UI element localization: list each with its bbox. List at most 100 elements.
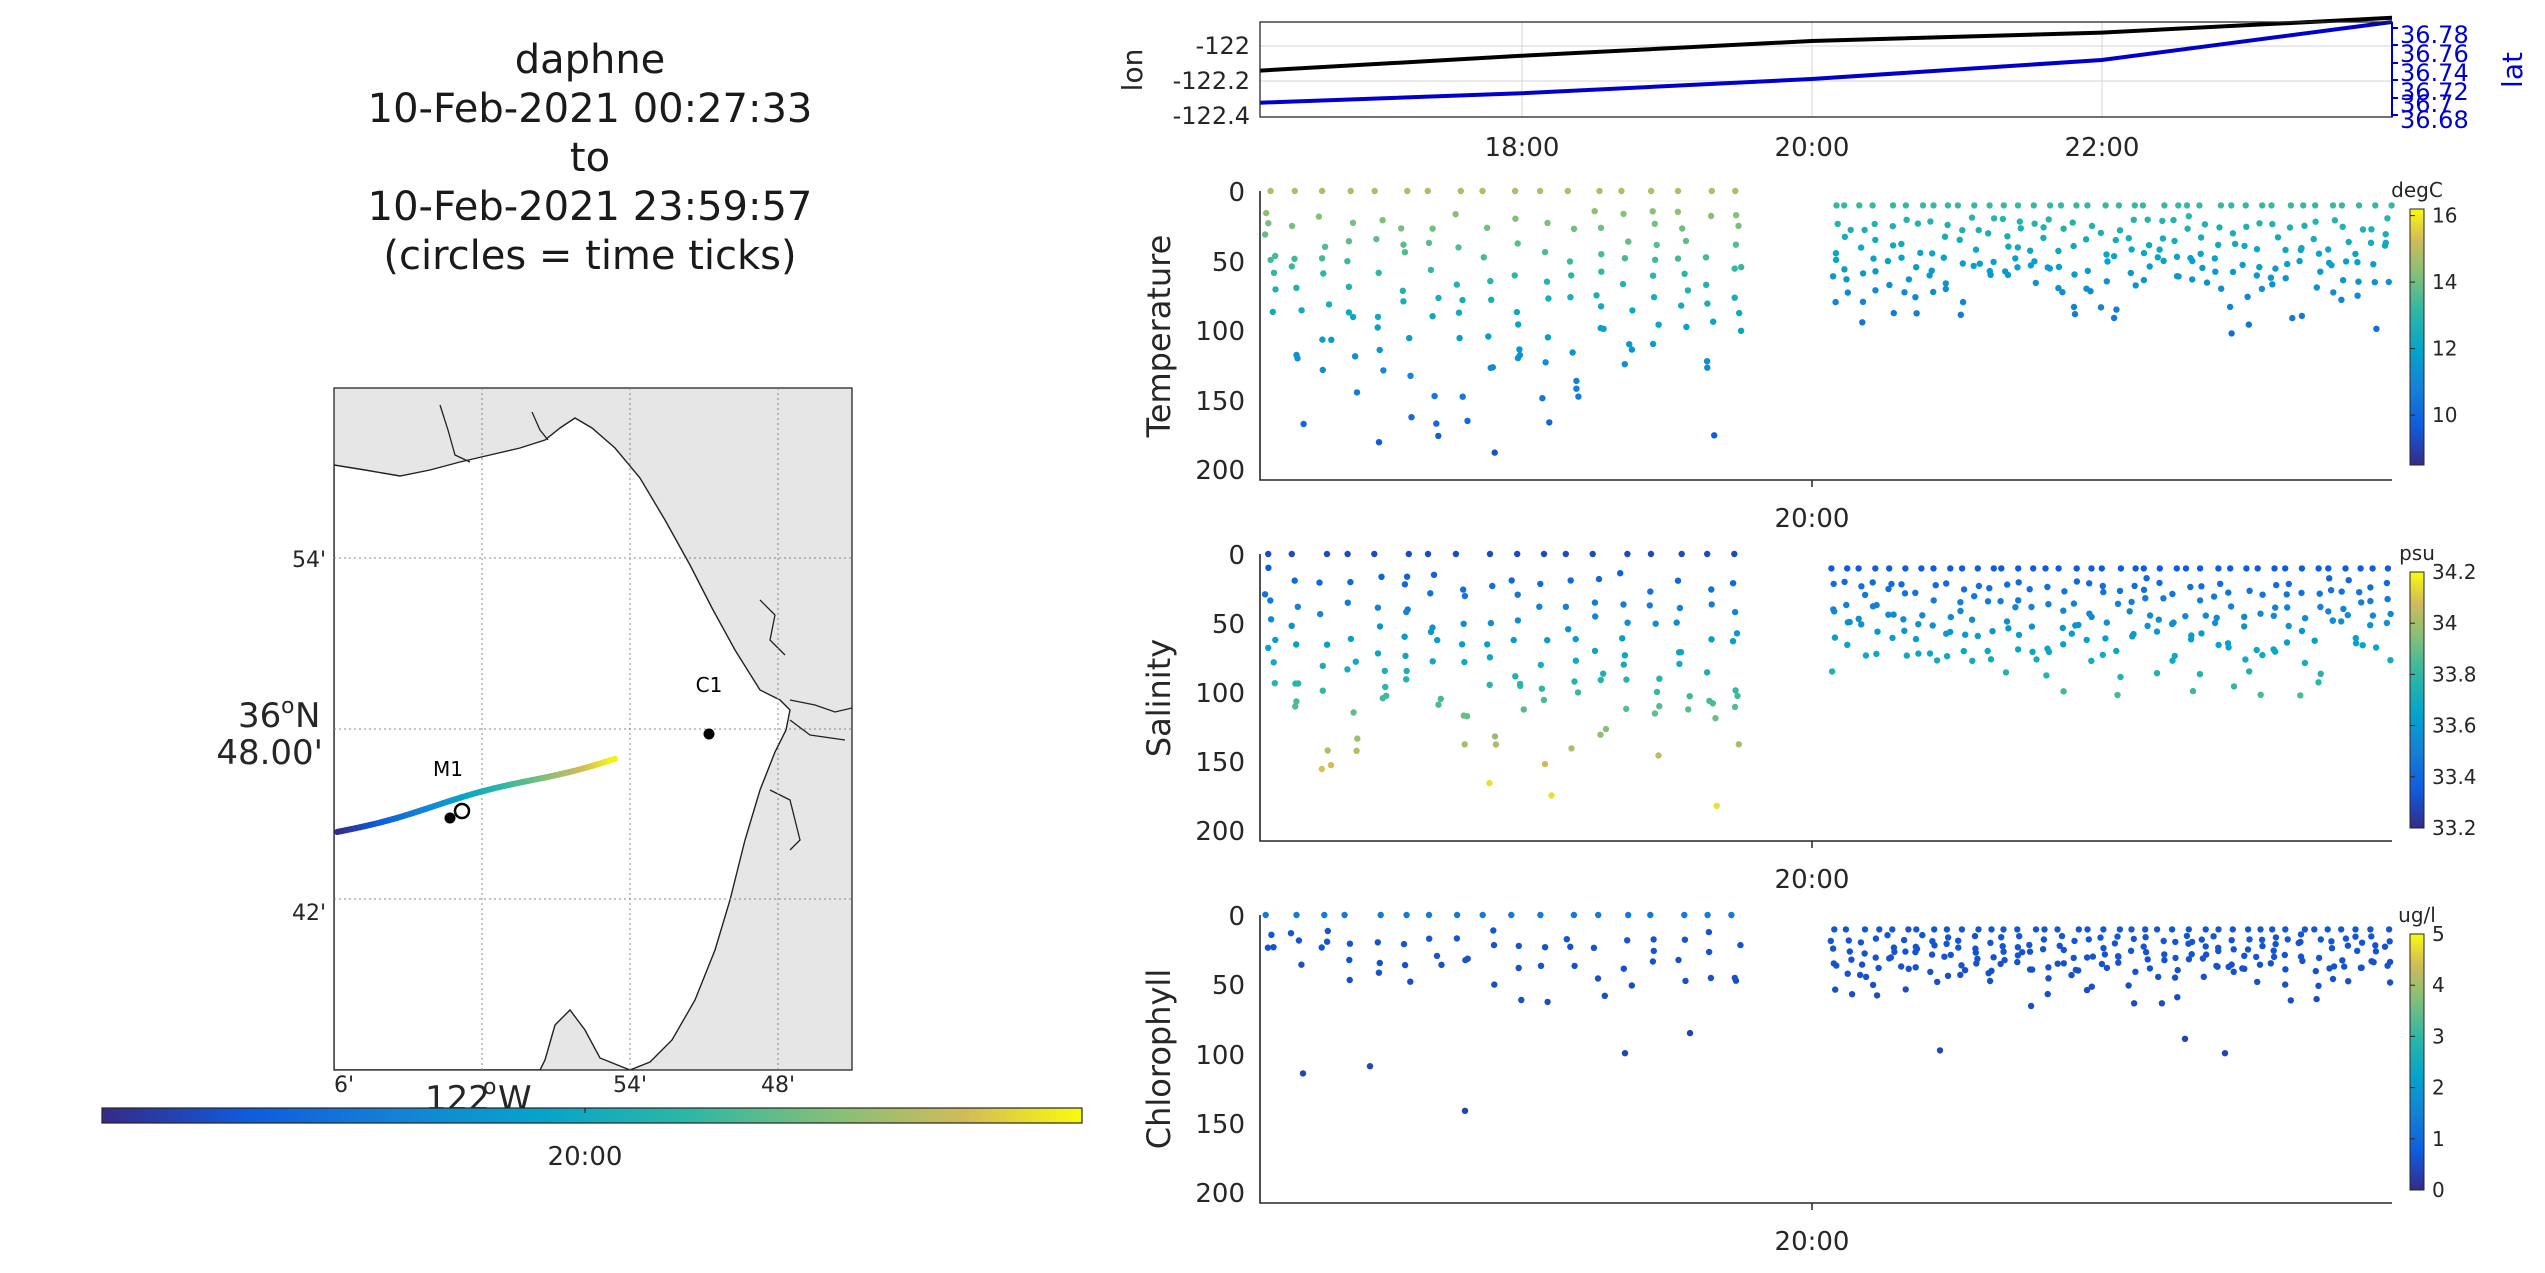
profile-dot xyxy=(1889,634,1896,642)
profile-dot xyxy=(2384,962,2391,969)
profile-dot xyxy=(1919,202,1927,209)
profile-dot xyxy=(2000,948,2007,955)
profile-dot xyxy=(1832,298,1839,306)
profile-dot xyxy=(1489,582,1496,590)
profile-dot xyxy=(1856,202,1863,209)
profile-dot xyxy=(2088,657,2095,664)
profile-dot xyxy=(1873,992,1881,999)
temperature-colorbar xyxy=(2409,208,2425,466)
profile-dot xyxy=(1381,667,1389,675)
profile-dot xyxy=(1516,680,1524,688)
profile-dot xyxy=(2372,948,2380,955)
profile-dot xyxy=(2246,936,2253,943)
profile-dot xyxy=(1898,254,1905,261)
temperature-xtick-2000: 20:00 xyxy=(1775,504,1850,534)
profile-dot xyxy=(2259,651,2266,659)
profile-dot xyxy=(2140,249,2148,257)
profile-dot xyxy=(1570,225,1578,232)
profile-dot xyxy=(1567,943,1574,950)
profile-dot xyxy=(1315,213,1323,220)
profile-dot xyxy=(1591,599,1599,606)
profile-dot xyxy=(2000,202,2008,209)
profile-dot xyxy=(1931,942,1938,949)
profile-dot xyxy=(2282,275,2289,282)
profile-dot xyxy=(2014,944,2022,951)
profile-dot xyxy=(2183,202,2191,209)
profile-dot xyxy=(2160,595,2167,602)
profile-dot xyxy=(1619,635,1626,642)
title-line-note: (circles = time ticks) xyxy=(383,233,797,279)
profile-dot xyxy=(1272,636,1279,644)
profile-dot xyxy=(2140,586,2148,593)
profile-dot xyxy=(1929,250,1936,257)
profile-dot xyxy=(1344,258,1351,265)
profile-dot xyxy=(2129,633,2136,640)
profile-dot xyxy=(1379,695,1387,702)
profile-dot xyxy=(2373,325,2380,332)
profile-dot xyxy=(1728,911,1735,919)
profile-dot xyxy=(1704,911,1711,919)
profile-dot xyxy=(2130,216,2137,223)
profile-dot xyxy=(1682,977,1689,985)
profile-dot xyxy=(1544,637,1551,644)
profile-dot xyxy=(1293,911,1300,919)
profile-dot xyxy=(2070,242,2077,250)
profile-dot xyxy=(2225,589,2232,596)
colorbar-tick-label: 12 xyxy=(2432,337,2457,361)
colorbar-tick-label: 3 xyxy=(2432,1024,2445,1048)
profile-dot xyxy=(1592,613,1599,620)
profile-dot xyxy=(2284,260,2291,268)
profile-dot xyxy=(2084,926,2091,933)
profile-dot xyxy=(1833,202,1840,209)
colorbar-tick-label: 4 xyxy=(2432,973,2445,997)
profile-dot xyxy=(2060,688,2067,695)
profile-dot xyxy=(2317,936,2324,943)
profile-dot xyxy=(1928,951,1936,958)
profile-dot xyxy=(2316,590,2323,597)
profile-dot xyxy=(2244,293,2251,300)
profile-dot xyxy=(2282,565,2289,572)
profile-dot xyxy=(1344,599,1352,606)
profile-dot xyxy=(1869,579,1876,586)
profile-dot xyxy=(1954,202,1962,209)
profile-dot xyxy=(1402,652,1409,660)
profile-dot xyxy=(1401,581,1409,588)
profile-dot xyxy=(2367,584,2374,591)
profile-dot xyxy=(2381,242,2389,249)
profile-dot xyxy=(1968,214,1976,221)
profile-dot xyxy=(2387,610,2394,618)
profile-dot xyxy=(1437,695,1445,703)
profile-dot xyxy=(2075,621,2082,629)
profile-dot xyxy=(2068,971,2075,979)
profile-dot xyxy=(2241,623,2248,630)
lat-tick-3676: 36.76 xyxy=(2400,40,2469,68)
profile-dot xyxy=(1267,616,1275,623)
profile-dot xyxy=(2058,932,2066,940)
profile-dot xyxy=(1401,961,1409,969)
profile-dot xyxy=(1943,926,1951,933)
profile-dot xyxy=(1323,938,1331,945)
lat-tick-3670: 36.7 xyxy=(2400,90,2453,118)
profile-dot xyxy=(1400,940,1408,948)
profile-dot xyxy=(1710,318,1717,325)
profile-dot xyxy=(2196,670,2204,678)
profile-dot xyxy=(2173,253,2181,260)
profile-dot xyxy=(1959,298,1967,306)
lonlat-xtick-1800: 18:00 xyxy=(1485,133,1560,163)
profile-dot xyxy=(1351,353,1359,360)
profile-dot xyxy=(2075,926,2082,933)
profile-dot xyxy=(2054,926,2061,933)
profile-dot xyxy=(1407,978,1414,985)
profile-dot xyxy=(2171,652,2178,660)
profile-dot xyxy=(1872,565,1879,572)
profile-dot xyxy=(1374,939,1382,946)
profile-dot xyxy=(2257,610,2264,617)
profile-dot xyxy=(1901,289,1908,296)
profile-dot xyxy=(2061,588,2068,595)
profile-dot xyxy=(2161,956,2168,964)
chlorophyll-ytick-150: 150 xyxy=(1195,1110,1245,1140)
profile-dot xyxy=(1543,278,1551,285)
profile-dot xyxy=(1987,271,1994,278)
profile-dot xyxy=(1341,911,1348,919)
profile-dot xyxy=(1541,760,1549,768)
